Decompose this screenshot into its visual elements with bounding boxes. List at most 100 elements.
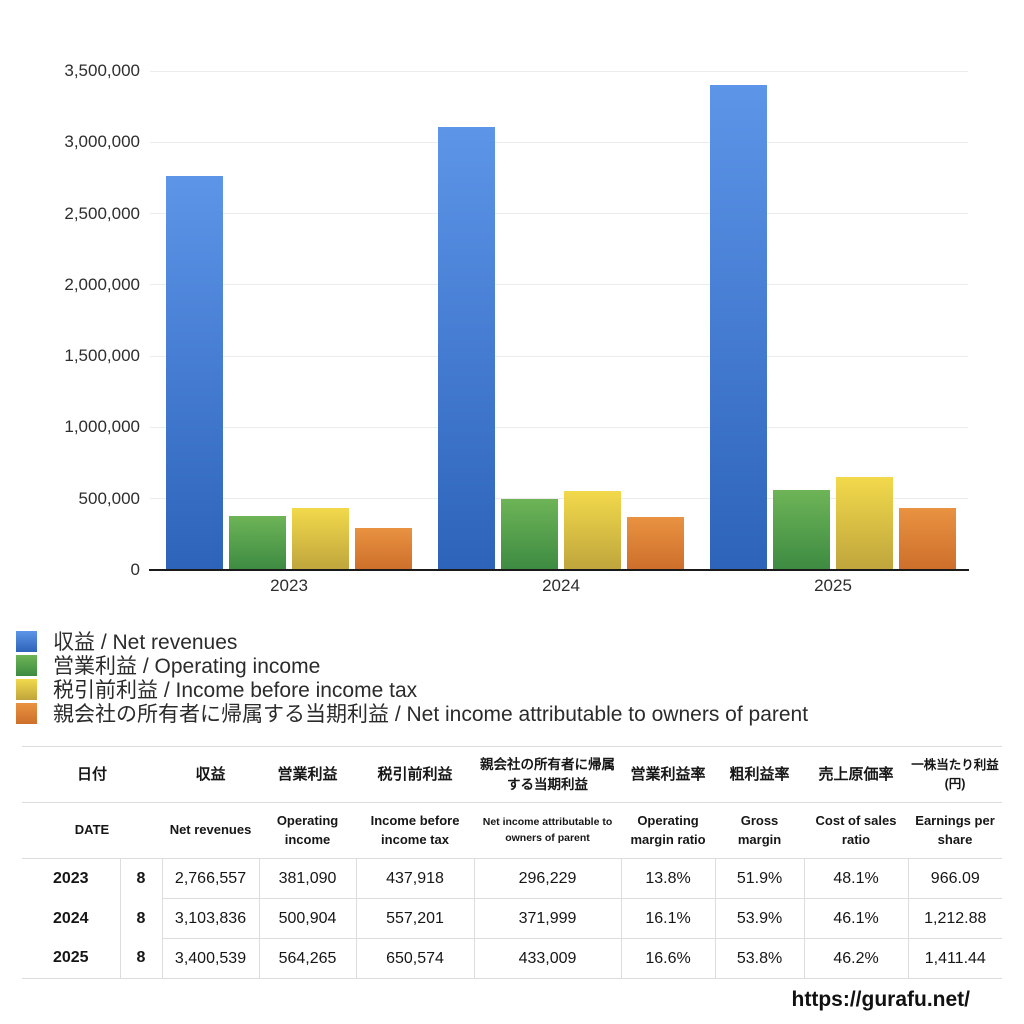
bar-series3-2024 — [627, 516, 684, 570]
bar-series2-2023 — [292, 507, 349, 570]
bar-series0-2024 — [438, 127, 495, 570]
row-value: 650,574 — [355, 938, 475, 979]
row-month: 8 — [119, 898, 163, 939]
table-header-jp-2: 営業利益 — [259, 746, 357, 803]
row-value: 51.9% — [714, 858, 805, 899]
row-value: 3,400,539 — [161, 938, 260, 979]
row-value: 2,766,557 — [161, 858, 260, 899]
gridline — [150, 498, 968, 500]
table-row: 2025 8 3,400,539 564,265 650,574 433,009 16.6%… — [22, 938, 1003, 979]
x-axis-line — [149, 569, 969, 571]
table-body: 2023 8 2,766,557 381,090 437,918 296,229 13.8%… — [22, 858, 1003, 979]
table-head: 日付 収益 営業利益 税引前利益 親会社の所有者に帰属する当期利益 営業利益率 粗利益率 売上… — [22, 746, 1003, 859]
row-value: 48.1% — [803, 858, 909, 899]
gridline — [150, 426, 968, 428]
row-value: 46.2% — [803, 938, 909, 979]
x-axis-label: 2024 — [542, 576, 580, 595]
x-axis-label: 2023 — [270, 576, 308, 595]
bar-chart: 3,500,000 3,000,000 2,500,000 2,000,000 1,50… — [64, 61, 969, 595]
table-header-jp-6: 粗利益率 — [715, 746, 805, 803]
table-header-en-7: Cost of sales ratio — [804, 802, 909, 859]
chart-legend: 収益 / Net revenues 営業利益 / Operating income… — [16, 630, 808, 726]
legend-label: 税引前利益 / Income before income tax — [53, 679, 418, 702]
gridline — [150, 213, 968, 215]
bar-series2-2024 — [564, 490, 621, 570]
table-header-en-3: Income before income tax — [356, 802, 475, 859]
row-value: 500,904 — [258, 898, 357, 939]
table-header-jp-4: 親会社の所有者に帰属する当期利益 — [474, 746, 622, 803]
row-month: 8 — [119, 938, 163, 979]
y-axis-tick-label: 500,000 — [78, 488, 140, 508]
bar-series0-2023 — [166, 175, 223, 570]
row-year: 2025 — [22, 938, 120, 979]
row-value: 16.6% — [620, 938, 716, 979]
row-value: 13.8% — [620, 858, 716, 899]
gridline — [150, 355, 968, 357]
row-month: 8 — [119, 858, 163, 899]
y-axis-tick-label: 3,500,000 — [64, 61, 140, 80]
row-value: 381,090 — [258, 858, 357, 899]
table-header-jp-1: 収益 — [162, 746, 260, 803]
table-header-row-jp: 日付 収益 営業利益 税引前利益 親会社の所有者に帰属する当期利益 営業利益率 粗利益率 売上… — [22, 746, 1003, 803]
row-value: 1,212.88 — [907, 898, 1003, 939]
gridline — [150, 284, 968, 286]
row-value: 3,103,836 — [161, 898, 260, 939]
legend-label: 親会社の所有者に帰属する当期利益 / Net income attributab… — [53, 703, 809, 726]
table-header-row-en: DATE Net revenues Operating income Income b… — [22, 802, 1003, 859]
legend-swatch-icon — [16, 678, 37, 700]
bar-series1-2023 — [229, 515, 286, 570]
y-axis-tick-label: 2,500,000 — [64, 203, 140, 223]
legend-swatch-icon — [16, 630, 37, 652]
row-year: 2023 — [52, 869, 89, 887]
row-value: 437,918 — [355, 858, 475, 899]
gridline — [150, 141, 968, 143]
table-header-en-5: Operating margin ratio — [621, 802, 716, 859]
bar-series1-2025 — [773, 489, 830, 570]
table-header-en-0: DATE — [22, 802, 163, 859]
y-axis-tick-label: 1,500,000 — [64, 346, 140, 366]
legend-item: 営業利益 / Operating income — [16, 654, 808, 678]
legend-item: 税引前利益 / Income before income tax — [16, 678, 808, 702]
row-value: 371,999 — [473, 898, 622, 939]
x-axis-label: 2025 — [814, 576, 852, 595]
data-table: 日付 収益 営業利益 税引前利益 親会社の所有者に帰属する当期利益 営業利益率 粗利益率 売上… — [22, 746, 1003, 979]
table-row: 2023 8 2,766,557 381,090 437,918 296,229 13.8%… — [22, 858, 1003, 899]
bar-series3-2025 — [899, 508, 956, 570]
y-axis-tick-label: 3,000,000 — [64, 132, 140, 152]
table-header-en-2: Operating income — [259, 802, 357, 859]
legend-label: 営業利益 / Operating income — [53, 655, 321, 678]
table-header-jp-0: 日付 — [22, 746, 163, 803]
row-value: 1,411.44 — [907, 938, 1003, 979]
footer-url: https://gurafu.net/ — [791, 988, 970, 1011]
table-header-jp-5: 営業利益率 — [621, 746, 716, 803]
row-value: 966.09 — [907, 858, 1003, 899]
table-row: 2024 8 3,103,836 500,904 557,201 371,999 16.1%… — [22, 898, 1003, 939]
table-header-jp-7: 売上原価率 — [804, 746, 909, 803]
table-header-jp-8: 一株当たり利益(円) — [908, 746, 1003, 803]
bar-series1-2024 — [501, 498, 558, 570]
row-value: 46.1% — [803, 898, 909, 939]
bar-series0-2025 — [710, 85, 767, 570]
table-header-en-6: Gross margin — [715, 802, 805, 859]
row-value: 557,201 — [355, 898, 475, 939]
row-value: 16.1% — [620, 898, 716, 939]
bar-series2-2025 — [836, 477, 893, 570]
legend-swatch-icon — [16, 654, 37, 676]
row-value: 433,009 — [473, 938, 622, 979]
bar-series3-2023 — [355, 527, 412, 570]
table-header-jp-3: 税引前利益 — [356, 746, 475, 803]
row-value: 564,265 — [258, 938, 357, 979]
y-axis-tick-label: 1,000,000 — [64, 417, 140, 437]
legend-item: 収益 / Net revenues — [16, 630, 808, 654]
row-value: 296,229 — [473, 858, 622, 899]
row-value: 53.8% — [714, 938, 805, 979]
legend-label: 収益 / Net revenues — [53, 631, 238, 654]
table-header-en-1: Net revenues — [162, 802, 260, 859]
legend-item: 親会社の所有者に帰属する当期利益 / Net income attributab… — [16, 702, 808, 726]
row-value: 53.9% — [714, 898, 805, 939]
y-axis-tick-label: 2,000,000 — [64, 274, 140, 294]
y-axis-tick-label: 0 — [130, 560, 140, 579]
gridline — [150, 70, 968, 72]
table-header-en-8: Earnings per share — [908, 802, 1003, 859]
